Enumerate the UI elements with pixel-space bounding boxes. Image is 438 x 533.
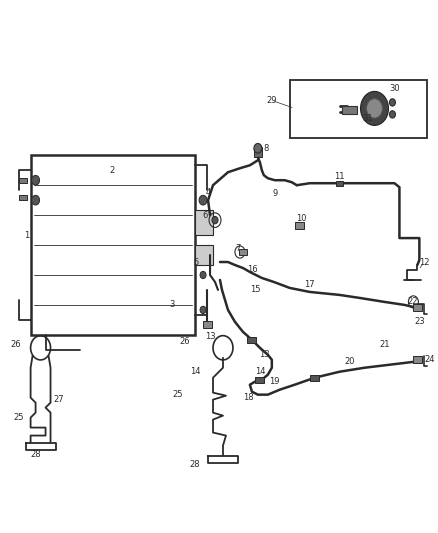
Text: 13: 13 [205, 332, 215, 341]
Bar [19, 195, 27, 200]
Text: 11: 11 [334, 172, 345, 181]
Bar [202, 321, 212, 328]
Bar [295, 222, 304, 229]
Text: 29: 29 [267, 96, 277, 105]
Text: 18: 18 [243, 393, 253, 402]
Text: 28: 28 [30, 450, 41, 459]
Bar [290, 80, 427, 139]
Text: 27: 27 [53, 395, 64, 404]
Circle shape [389, 111, 396, 118]
Text: 26: 26 [180, 337, 191, 346]
Text: 3: 3 [170, 301, 175, 309]
Circle shape [389, 99, 396, 106]
Text: 14: 14 [190, 367, 200, 376]
Text: 22: 22 [407, 297, 418, 306]
Text: 23: 23 [414, 317, 425, 326]
Text: 2: 2 [110, 166, 115, 175]
Bar [254, 147, 262, 157]
Text: 1: 1 [24, 231, 29, 239]
Text: 5: 5 [194, 257, 199, 266]
Circle shape [200, 271, 206, 279]
Bar [195, 210, 213, 235]
Circle shape [199, 195, 207, 205]
Text: 28: 28 [190, 460, 201, 469]
Bar [413, 304, 422, 311]
Text: 17: 17 [304, 280, 315, 289]
Circle shape [254, 143, 262, 153]
Text: 13: 13 [260, 350, 270, 359]
Text: 7: 7 [235, 244, 240, 253]
Bar [239, 249, 247, 255]
Text: 24: 24 [424, 356, 434, 364]
Text: 12: 12 [419, 257, 430, 266]
Text: 19: 19 [269, 377, 280, 386]
Circle shape [360, 92, 389, 125]
Text: 10: 10 [297, 214, 307, 223]
Text: 31: 31 [362, 114, 373, 123]
Bar [413, 356, 422, 364]
Circle shape [212, 216, 218, 224]
Text: 8: 8 [263, 144, 268, 153]
Bar [336, 181, 343, 185]
Circle shape [200, 306, 206, 313]
Text: 15: 15 [250, 286, 260, 294]
Circle shape [32, 195, 39, 205]
Bar [195, 245, 213, 265]
Bar [342, 107, 357, 115]
Text: 6: 6 [202, 211, 208, 220]
Bar [19, 177, 27, 183]
Text: 9: 9 [272, 189, 277, 198]
Text: 14: 14 [254, 367, 265, 376]
Circle shape [367, 99, 382, 118]
Circle shape [32, 175, 39, 185]
Text: 21: 21 [379, 340, 390, 349]
Text: 25: 25 [173, 390, 184, 399]
Bar [31, 155, 195, 335]
Text: 26: 26 [11, 340, 21, 349]
Text: 25: 25 [14, 413, 24, 422]
Bar [255, 377, 265, 383]
Text: 4: 4 [205, 188, 211, 197]
Bar [247, 337, 256, 343]
Text: 30: 30 [389, 84, 400, 93]
Text: 20: 20 [344, 357, 355, 366]
Bar [310, 375, 319, 381]
Text: 16: 16 [247, 265, 258, 274]
